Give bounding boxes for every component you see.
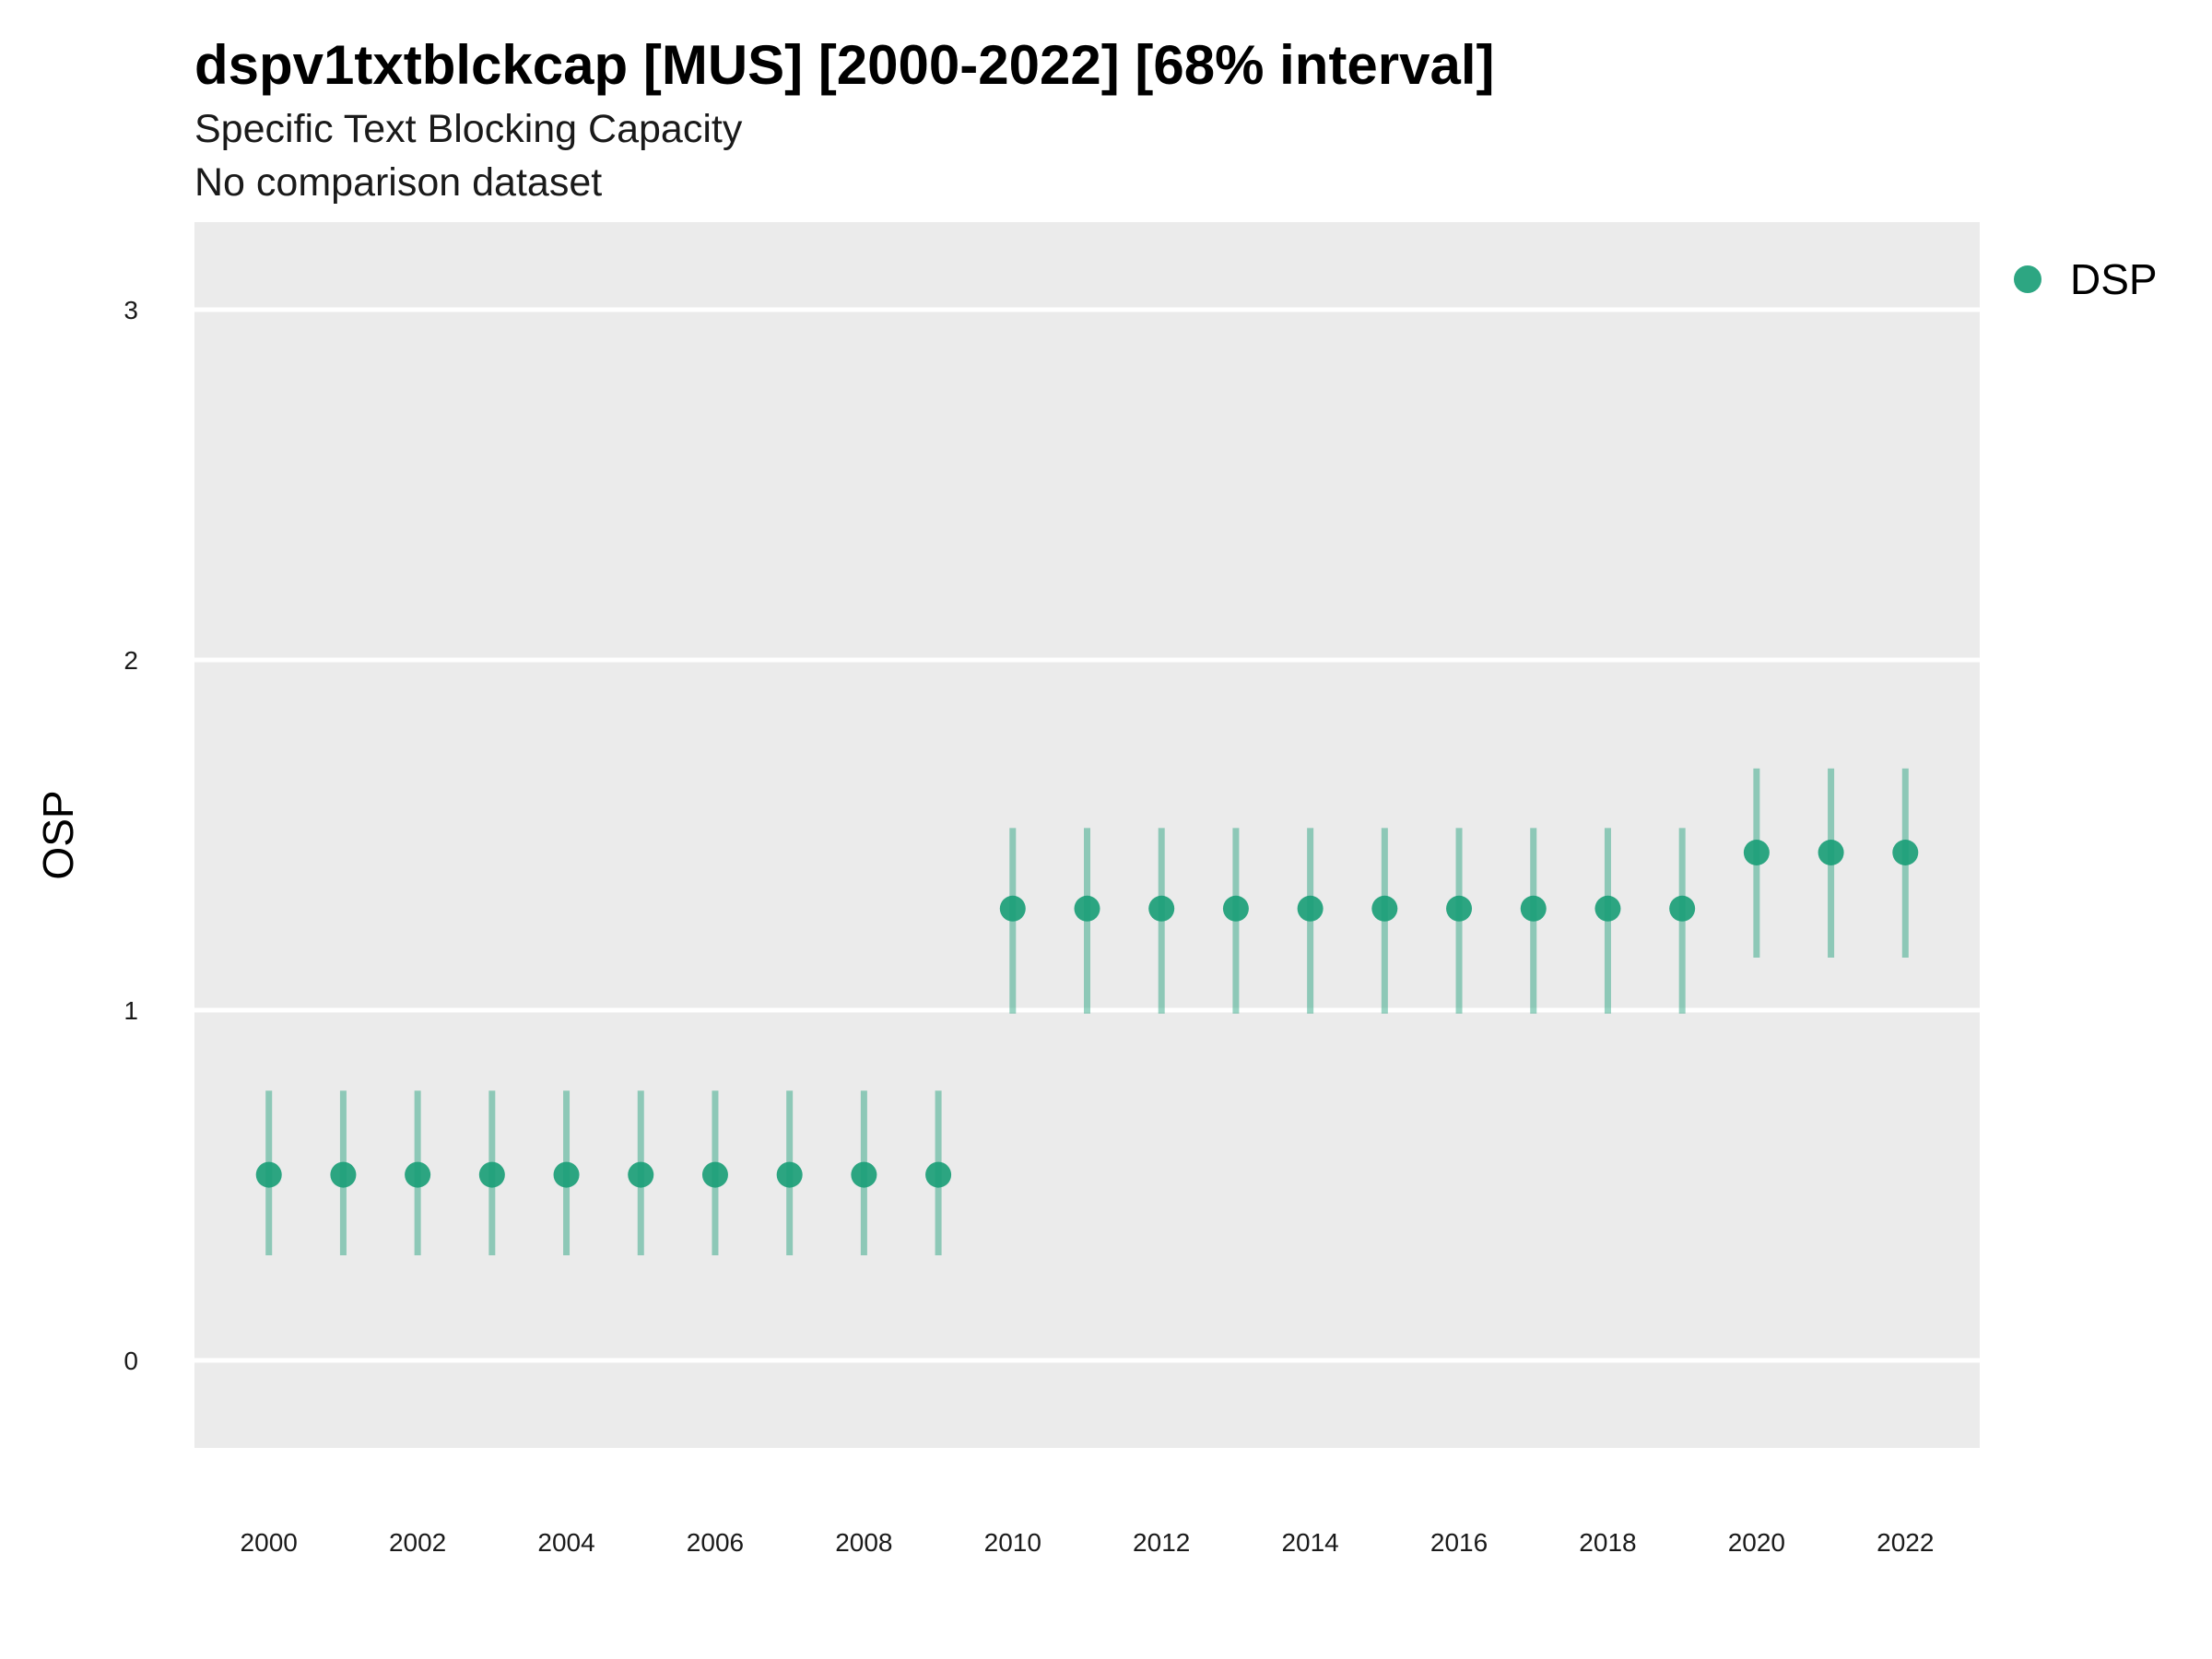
legend-key-dsp (2014, 265, 2041, 293)
x-tick-label-2000: 2000 (241, 1528, 298, 1557)
y-axis-ticks: 0 1 2 3 (124, 296, 138, 1375)
point-2018 (1594, 895, 1621, 922)
y-tick-label-3: 3 (124, 296, 138, 324)
point-2022 (1892, 840, 1919, 865)
point-2011 (1074, 895, 1100, 922)
y-axis-title: OSP (34, 790, 82, 879)
point-2016 (1446, 895, 1473, 922)
x-tick-label-2020: 2020 (1728, 1528, 1785, 1557)
chart-subtitle: Specific Text Blocking Capacity (194, 107, 743, 151)
x-tick-label-2018: 2018 (1579, 1528, 1636, 1557)
x-axis-ticks: 2000 2002 2004 2006 2008 2010 2012 2014 2016 2018… (241, 1528, 1935, 1557)
point-2004 (553, 1161, 580, 1188)
point-2010 (999, 895, 1026, 922)
point-2020 (1743, 840, 1770, 865)
x-tick-label-2012: 2012 (1133, 1528, 1190, 1557)
point-2000 (255, 1161, 282, 1188)
point-2007 (776, 1161, 803, 1188)
point-2003 (478, 1161, 505, 1188)
y-tick-label-0: 0 (124, 1347, 138, 1375)
x-tick-label-2002: 2002 (389, 1528, 446, 1557)
point-2015 (1371, 895, 1398, 922)
point-2019 (1669, 895, 1696, 922)
x-tick-label-2016: 2016 (1430, 1528, 1488, 1557)
legend-label-dsp: DSP (2070, 255, 2158, 303)
point-2021 (1818, 840, 1844, 865)
x-tick-label-2008: 2008 (835, 1528, 892, 1557)
point-2014 (1297, 895, 1324, 922)
y-tick-label-1: 1 (124, 996, 138, 1025)
x-tick-label-2022: 2022 (1877, 1528, 1934, 1557)
point-2009 (925, 1161, 952, 1188)
x-tick-label-2010: 2010 (984, 1528, 1041, 1557)
point-2001 (330, 1161, 357, 1188)
point-2002 (405, 1161, 431, 1188)
point-2005 (628, 1161, 654, 1188)
x-tick-label-2006: 2006 (687, 1528, 744, 1557)
x-tick-label-2014: 2014 (1281, 1528, 1338, 1557)
x-tick-label-2004: 2004 (537, 1528, 594, 1557)
point-2017 (1520, 895, 1547, 922)
chart-title: dspv1txtblckcap [MUS] [2000-2022] [68% i… (194, 34, 1495, 96)
point-2006 (701, 1161, 728, 1188)
plot-background (194, 222, 1980, 1448)
point-2008 (851, 1161, 877, 1188)
data-marks (255, 768, 1919, 1255)
point-2012 (1148, 895, 1175, 922)
legend: DSP (2014, 255, 2158, 303)
y-tick-label-2: 2 (124, 646, 138, 675)
chart-caption: No comparison dataset (194, 160, 603, 205)
point-2013 (1222, 895, 1249, 922)
gridlines (194, 307, 1980, 1363)
